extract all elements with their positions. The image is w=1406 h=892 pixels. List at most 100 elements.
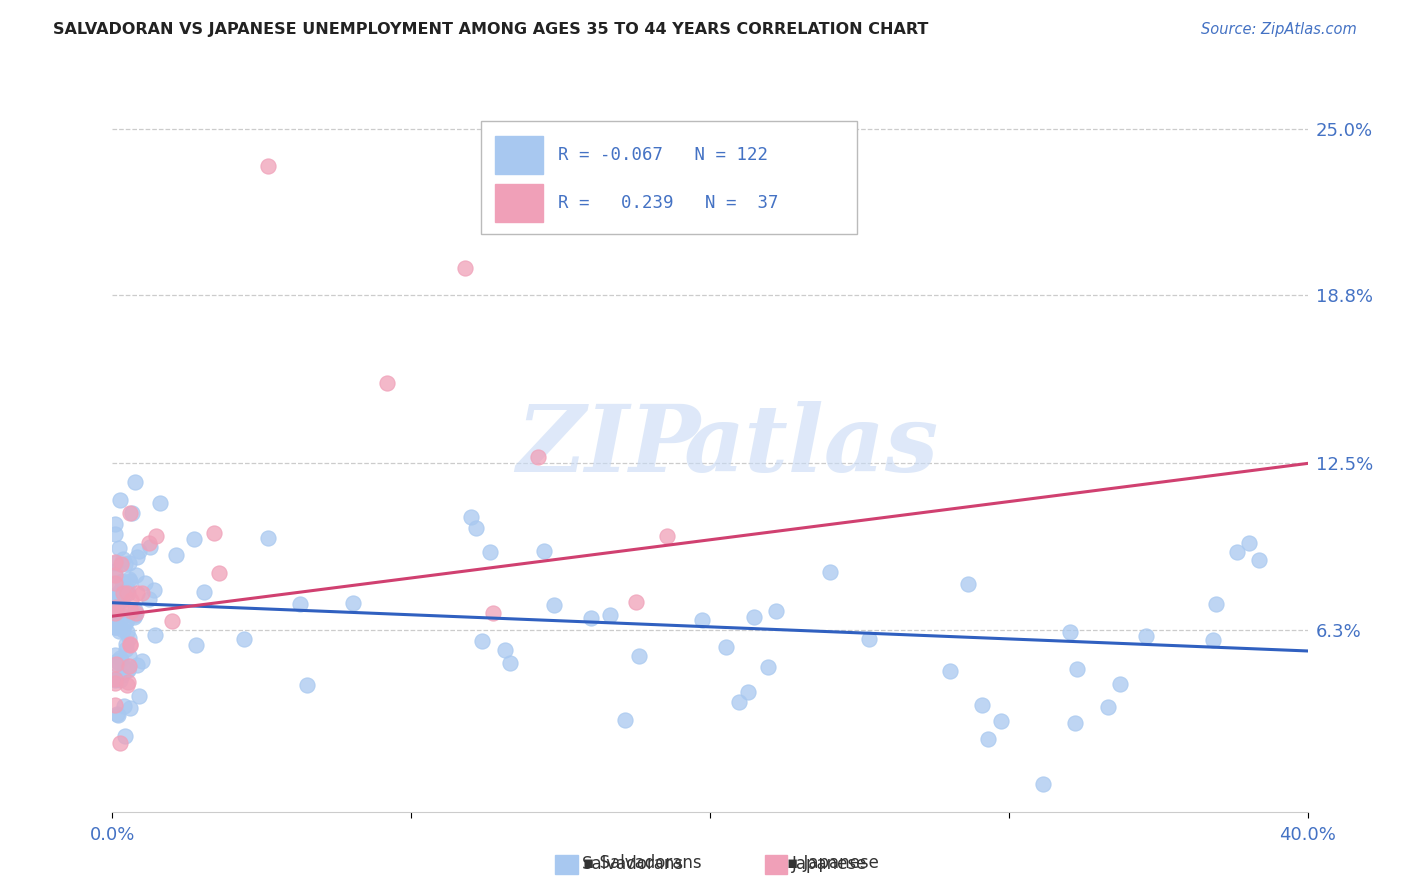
Point [114,617,136,632]
Point [107,594,129,608]
Point [104,555,127,569]
Point [1202,632,1225,647]
Point [657,529,679,543]
Point [104,698,127,712]
Point [117,586,139,600]
Point [1059,625,1081,640]
Point [111,574,134,588]
Point [104,619,127,633]
Point [104,527,127,541]
Point [464,521,486,535]
Point [1249,552,1271,566]
Text: ZIP: ZIP [516,401,700,491]
Point [956,577,979,591]
Point [125,586,148,600]
Point [737,685,759,699]
Point [115,678,138,692]
Point [112,623,135,637]
Point [454,260,477,275]
Point [104,556,127,570]
Point [115,625,138,640]
Point [160,614,183,628]
Point [110,652,132,666]
Point [543,598,565,612]
Point [131,586,153,600]
Point [105,654,128,668]
Point [104,600,127,615]
Point [107,656,129,670]
Point [105,707,128,722]
Point [104,613,127,627]
Point [613,713,636,727]
Point [257,159,280,173]
Point [104,668,127,682]
Point [756,660,779,674]
Point [112,586,135,600]
Point [202,526,225,541]
Point [233,632,256,647]
Point [118,556,141,570]
Point [104,576,127,591]
Point [104,575,127,590]
Point [938,664,960,678]
Point [117,675,139,690]
Point [104,648,127,662]
Point [858,632,880,646]
Point [478,545,501,559]
Point [257,531,280,545]
Point [471,634,494,648]
Point [624,595,647,609]
Point [104,672,127,686]
Point [1135,629,1157,643]
Text: Salvadorans: Salvadorans [582,855,685,873]
Point [120,592,142,607]
Point [104,564,127,578]
Point [145,529,167,543]
FancyBboxPatch shape [481,120,858,234]
Point [990,714,1012,729]
Point [297,678,319,692]
Point [183,533,205,547]
Point [104,675,127,690]
Point [1226,545,1249,559]
Point [104,673,127,687]
Point [114,729,136,743]
Point [138,536,160,550]
Point [184,638,207,652]
Text: R =   0.239   N =  37: R = 0.239 N = 37 [558,194,779,212]
Point [115,586,138,600]
Point [108,673,131,687]
Point [107,707,129,722]
Text: SALVADORAN VS JAPANESE UNEMPLOYMENT AMONG AGES 35 TO 44 YEARS CORRELATION CHART: SALVADORAN VS JAPANESE UNEMPLOYMENT AMON… [53,22,929,37]
Point [149,496,172,510]
Point [124,607,146,622]
Point [1032,777,1054,791]
Point [118,572,141,586]
Point [114,637,136,651]
Point [120,603,142,617]
Point [125,550,148,565]
Point [114,557,136,571]
Point [138,592,160,607]
Point [108,493,131,508]
Point [765,604,787,618]
Point [1097,699,1119,714]
Point [108,588,131,602]
Point [110,601,132,615]
Point [1064,715,1087,730]
Point [111,552,134,566]
Point [108,624,131,639]
Point [111,667,134,681]
Point [117,649,139,664]
Point [107,597,129,611]
Point [108,651,131,665]
Point [121,506,143,520]
Point [114,641,136,656]
Point [120,574,142,589]
Point [342,596,364,610]
Point [131,654,153,668]
Point [627,649,650,664]
Point [742,610,765,624]
Point [193,585,215,599]
Point [288,597,311,611]
